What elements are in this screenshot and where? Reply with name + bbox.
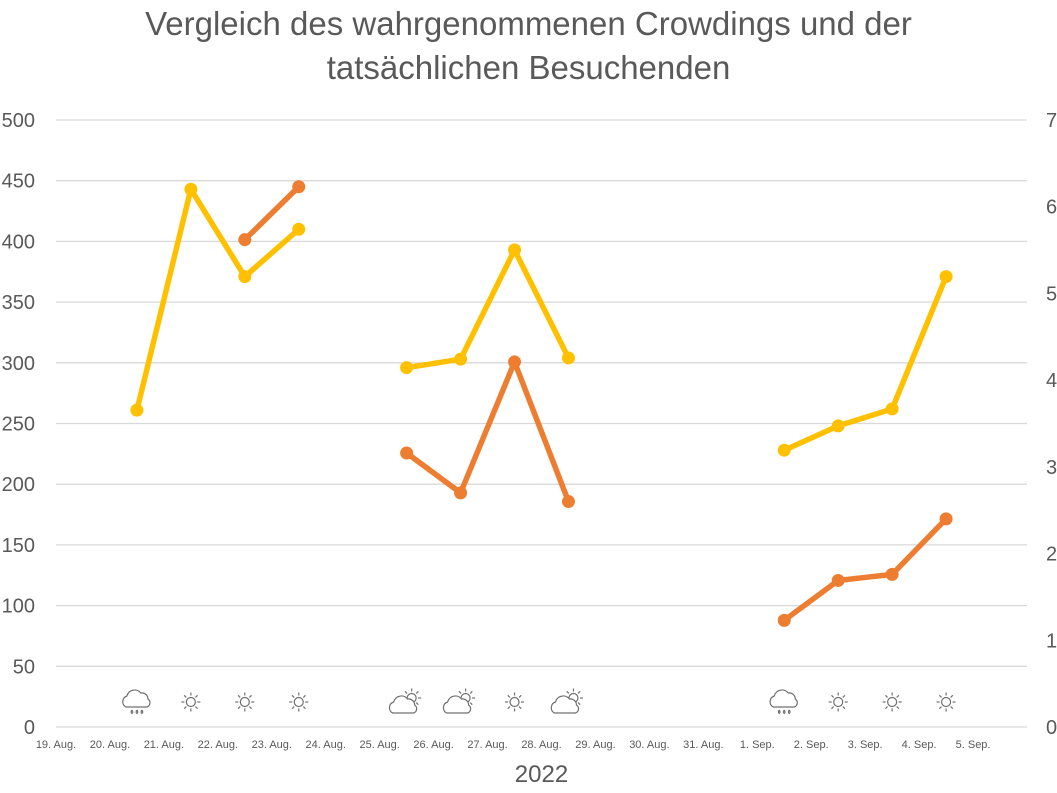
partly-cloudy-icon [550,688,583,714]
data-point [508,243,522,257]
y-right-tick-label: 7 [1046,110,1057,132]
partly-cloudy-icon [388,688,422,714]
y-left-tick-label: 100 [2,596,35,618]
x-tick-label: 29. Aug. [575,739,615,751]
series-0 [130,182,953,457]
right-y-axis: 0 1 2 3 4 5 6 7 [1046,110,1057,739]
x-tick-label: 21. Aug. [144,739,184,751]
series-line [781,273,949,453]
data-point [777,443,791,457]
data-point [130,403,144,417]
y-left-tick-label: 0 [24,717,35,739]
x-tick-label: 24. Aug. [306,739,346,751]
data-point [885,567,899,581]
y-left-tick-label: 50 [13,656,35,678]
x-tick-label: 31. Aug. [683,739,723,751]
data-point [454,486,468,500]
x-axis: 19. Aug. 20. Aug. 21. Aug. 22. Aug. 23. Aug.… [36,739,991,751]
y-right-tick-label: 1 [1046,630,1057,652]
y-left-tick-label: 350 [2,292,35,314]
data-point [831,573,845,587]
x-tick-label: 22. Aug. [198,739,238,751]
x-tick-label: 25. Aug. [359,739,399,751]
data-point [831,419,845,433]
y-left-tick-label: 250 [2,414,35,436]
chart-title-line-1: Vergleich des wahrgenommenen Crowdings u… [145,5,912,42]
series-line [403,359,572,505]
x-tick-label: 5. Sep. [956,739,991,751]
y-left-tick-label: 450 [2,171,35,193]
sun-icon [505,692,525,712]
chart-title: Vergleich des wahrgenommenen Crowdings u… [0,2,1057,90]
data-point [292,222,306,236]
y-left-tick-label: 150 [2,535,35,557]
sun-icon [828,692,848,712]
data-point [561,495,575,509]
left-y-axis: 0 50 100 150 200 250 300 350 400 450 500 [2,110,35,739]
data-point [184,182,198,196]
series-line [134,186,302,413]
y-left-tick-label: 300 [2,353,35,375]
y-left-tick-label: 500 [2,110,35,132]
data-point [508,355,522,369]
weather-icons [122,688,956,715]
data-point [939,512,953,526]
sun-icon [181,692,201,712]
x-tick-label: 1. Sep. [740,739,775,751]
y-right-tick-label: 3 [1046,457,1057,479]
series-line [781,516,949,624]
x-tick-label: 23. Aug. [252,739,292,751]
y-left-tick-label: 200 [2,474,35,496]
x-tick-label: 28. Aug. [521,739,561,751]
data-point [292,180,306,194]
x-tick-label: 2. Sep. [794,739,829,751]
data-point [777,613,791,627]
series-line [242,184,302,243]
rain-cloud-icon [769,689,798,715]
data-point [238,233,252,247]
series [130,180,953,627]
series-line [403,247,572,371]
sun-icon [289,692,309,712]
x-tick-label: 20. Aug. [90,739,130,751]
chart-title-line-2: tatsächlichen Besuchenden [326,49,731,86]
y-right-tick-label: 5 [1046,283,1057,305]
series-1 [238,180,953,627]
sun-icon [882,692,902,712]
x-tick-label: 4. Sep. [902,739,937,751]
data-point [885,402,899,416]
sun-icon [235,692,255,712]
x-tick-label: 26. Aug. [413,739,453,751]
data-point [400,361,414,375]
data-point [939,270,953,284]
data-point [400,446,414,460]
x-axis-label: 2022 [515,761,568,788]
partly-cloudy-icon [442,688,476,714]
y-right-tick-label: 4 [1046,370,1057,392]
y-right-tick-label: 0 [1046,717,1057,739]
data-point [454,352,468,366]
sun-icon [936,692,956,712]
y-right-tick-label: 6 [1046,197,1057,219]
rain-cloud-icon [122,689,151,715]
data-point [238,270,252,284]
x-tick-label: 27. Aug. [467,739,507,751]
x-tick-label: 3. Sep. [848,739,883,751]
y-left-tick-label: 400 [2,231,35,253]
x-tick-label: 19. Aug. [36,739,76,751]
x-tick-label: 30. Aug. [629,739,669,751]
y-right-tick-label: 2 [1046,544,1057,566]
data-point [561,351,575,365]
